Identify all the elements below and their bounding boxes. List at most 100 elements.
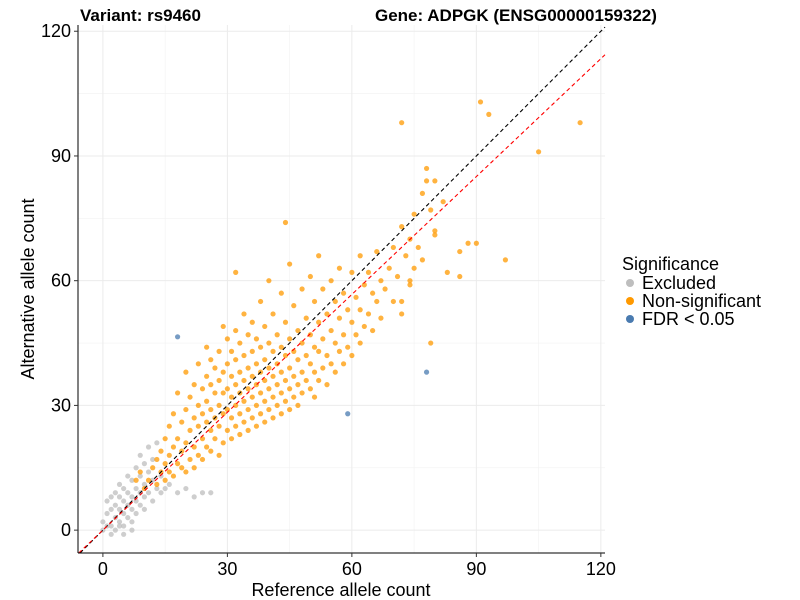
data-point (116, 494, 123, 500)
data-point (278, 390, 284, 396)
data-point (357, 253, 363, 259)
series-non-significant (133, 99, 583, 492)
data-point (253, 336, 260, 342)
legend-swatch (626, 315, 634, 323)
y-tick-label: 0 (61, 520, 71, 540)
data-point (345, 307, 351, 313)
data-point (282, 377, 289, 384)
data-point (349, 352, 355, 359)
data-point (320, 286, 326, 292)
data-point (208, 448, 214, 454)
data-point (332, 369, 338, 375)
data-point (199, 490, 206, 496)
data-point (204, 344, 210, 350)
data-point (349, 319, 355, 325)
data-point (121, 485, 127, 492)
data-point (266, 406, 272, 413)
data-point (133, 510, 139, 517)
data-point (419, 257, 426, 263)
data-point (137, 452, 143, 458)
data-point (262, 323, 268, 330)
data-point (104, 510, 110, 517)
data-point (291, 394, 297, 400)
data-point (121, 531, 127, 537)
data-point (299, 286, 305, 292)
data-point (303, 377, 309, 384)
data-point (257, 390, 264, 396)
data-point (324, 311, 330, 317)
data-point (345, 344, 351, 350)
data-point (444, 269, 450, 275)
data-point (187, 394, 193, 400)
data-point (365, 311, 372, 317)
data-point (158, 473, 164, 479)
data-point (345, 411, 351, 417)
data-point (486, 111, 492, 117)
data-point (199, 386, 206, 392)
data-point (183, 440, 189, 446)
data-point (386, 265, 392, 271)
data-point (282, 352, 289, 359)
identity-line (79, 26, 606, 554)
data-point (287, 386, 293, 392)
data-point (125, 490, 131, 496)
data-point (307, 361, 313, 367)
data-point (332, 340, 338, 346)
data-point (270, 373, 276, 379)
data-point (154, 485, 160, 492)
data-point (150, 456, 156, 463)
data-point (299, 390, 305, 396)
data-point (274, 332, 280, 338)
series-fdr-0-05 (174, 334, 430, 417)
data-point (324, 382, 330, 388)
data-point (129, 494, 135, 500)
data-point (208, 490, 214, 496)
data-point (183, 485, 189, 492)
data-point (224, 427, 230, 433)
data-point (208, 357, 214, 363)
data-point (282, 219, 289, 226)
data-point (237, 431, 243, 438)
data-point (295, 402, 301, 409)
data-point (116, 523, 123, 529)
data-point (170, 444, 177, 450)
data-point (112, 490, 118, 496)
data-point (108, 506, 114, 512)
data-point (245, 427, 251, 433)
data-point (477, 99, 484, 105)
data-point (336, 265, 343, 271)
series-excluded (100, 440, 214, 537)
data-point (129, 506, 135, 512)
data-point (390, 244, 396, 251)
data-point (116, 506, 123, 512)
data-point (141, 494, 147, 500)
y-axis-label: Alternative allele count (18, 198, 38, 379)
data-point (299, 340, 305, 346)
data-point (195, 452, 201, 458)
data-point (291, 303, 297, 309)
data-point (150, 465, 156, 471)
legend: Significance ExcludedNon-significantFDR … (622, 254, 761, 329)
data-point (195, 423, 201, 429)
data-point (349, 269, 355, 275)
data-point (432, 228, 438, 234)
data-point (266, 278, 272, 284)
data-point (174, 490, 181, 496)
data-point (233, 357, 239, 363)
data-point (166, 423, 172, 429)
data-point (220, 390, 226, 396)
data-point (266, 365, 272, 371)
data-point (370, 327, 376, 334)
data-point (253, 402, 260, 409)
data-point (154, 456, 160, 463)
data-point (423, 369, 430, 375)
data-point (162, 461, 168, 467)
data-point (104, 498, 110, 504)
data-point (399, 224, 405, 230)
data-point (249, 394, 255, 400)
data-point (133, 485, 139, 492)
data-point (295, 382, 301, 388)
data-point (108, 531, 114, 537)
data-point (340, 290, 347, 296)
